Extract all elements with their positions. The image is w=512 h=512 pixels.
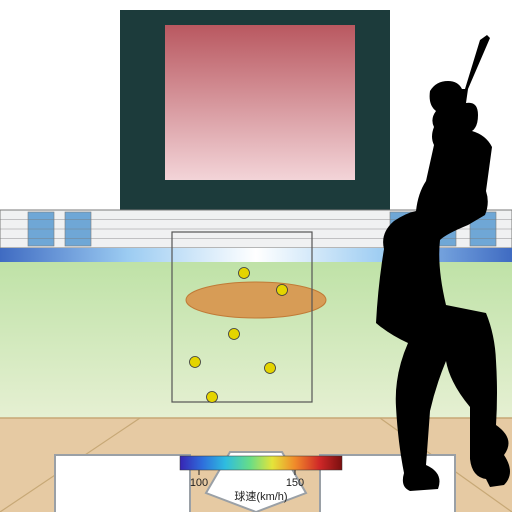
colorbar-tick-label: 150 (286, 477, 304, 489)
pitch-marker (239, 268, 250, 279)
colorbar-tick-label: 100 (190, 477, 208, 489)
pitch-marker (229, 329, 240, 340)
pitch-marker (277, 285, 288, 296)
batters-box-left (55, 455, 190, 512)
pitch-marker (190, 357, 201, 368)
colorbar-axis-label: 球速(km/h) (234, 489, 287, 503)
pitchers-mound (186, 282, 326, 318)
pitch-marker (207, 392, 218, 403)
baseball-pitch-chart: 100 150 球速(km/h) (0, 0, 512, 512)
chart-svg: 100 150 球速(km/h) (0, 0, 512, 512)
scoreboard-screen (165, 25, 355, 180)
speed-colorbar (180, 456, 342, 470)
pitch-marker (265, 363, 276, 374)
